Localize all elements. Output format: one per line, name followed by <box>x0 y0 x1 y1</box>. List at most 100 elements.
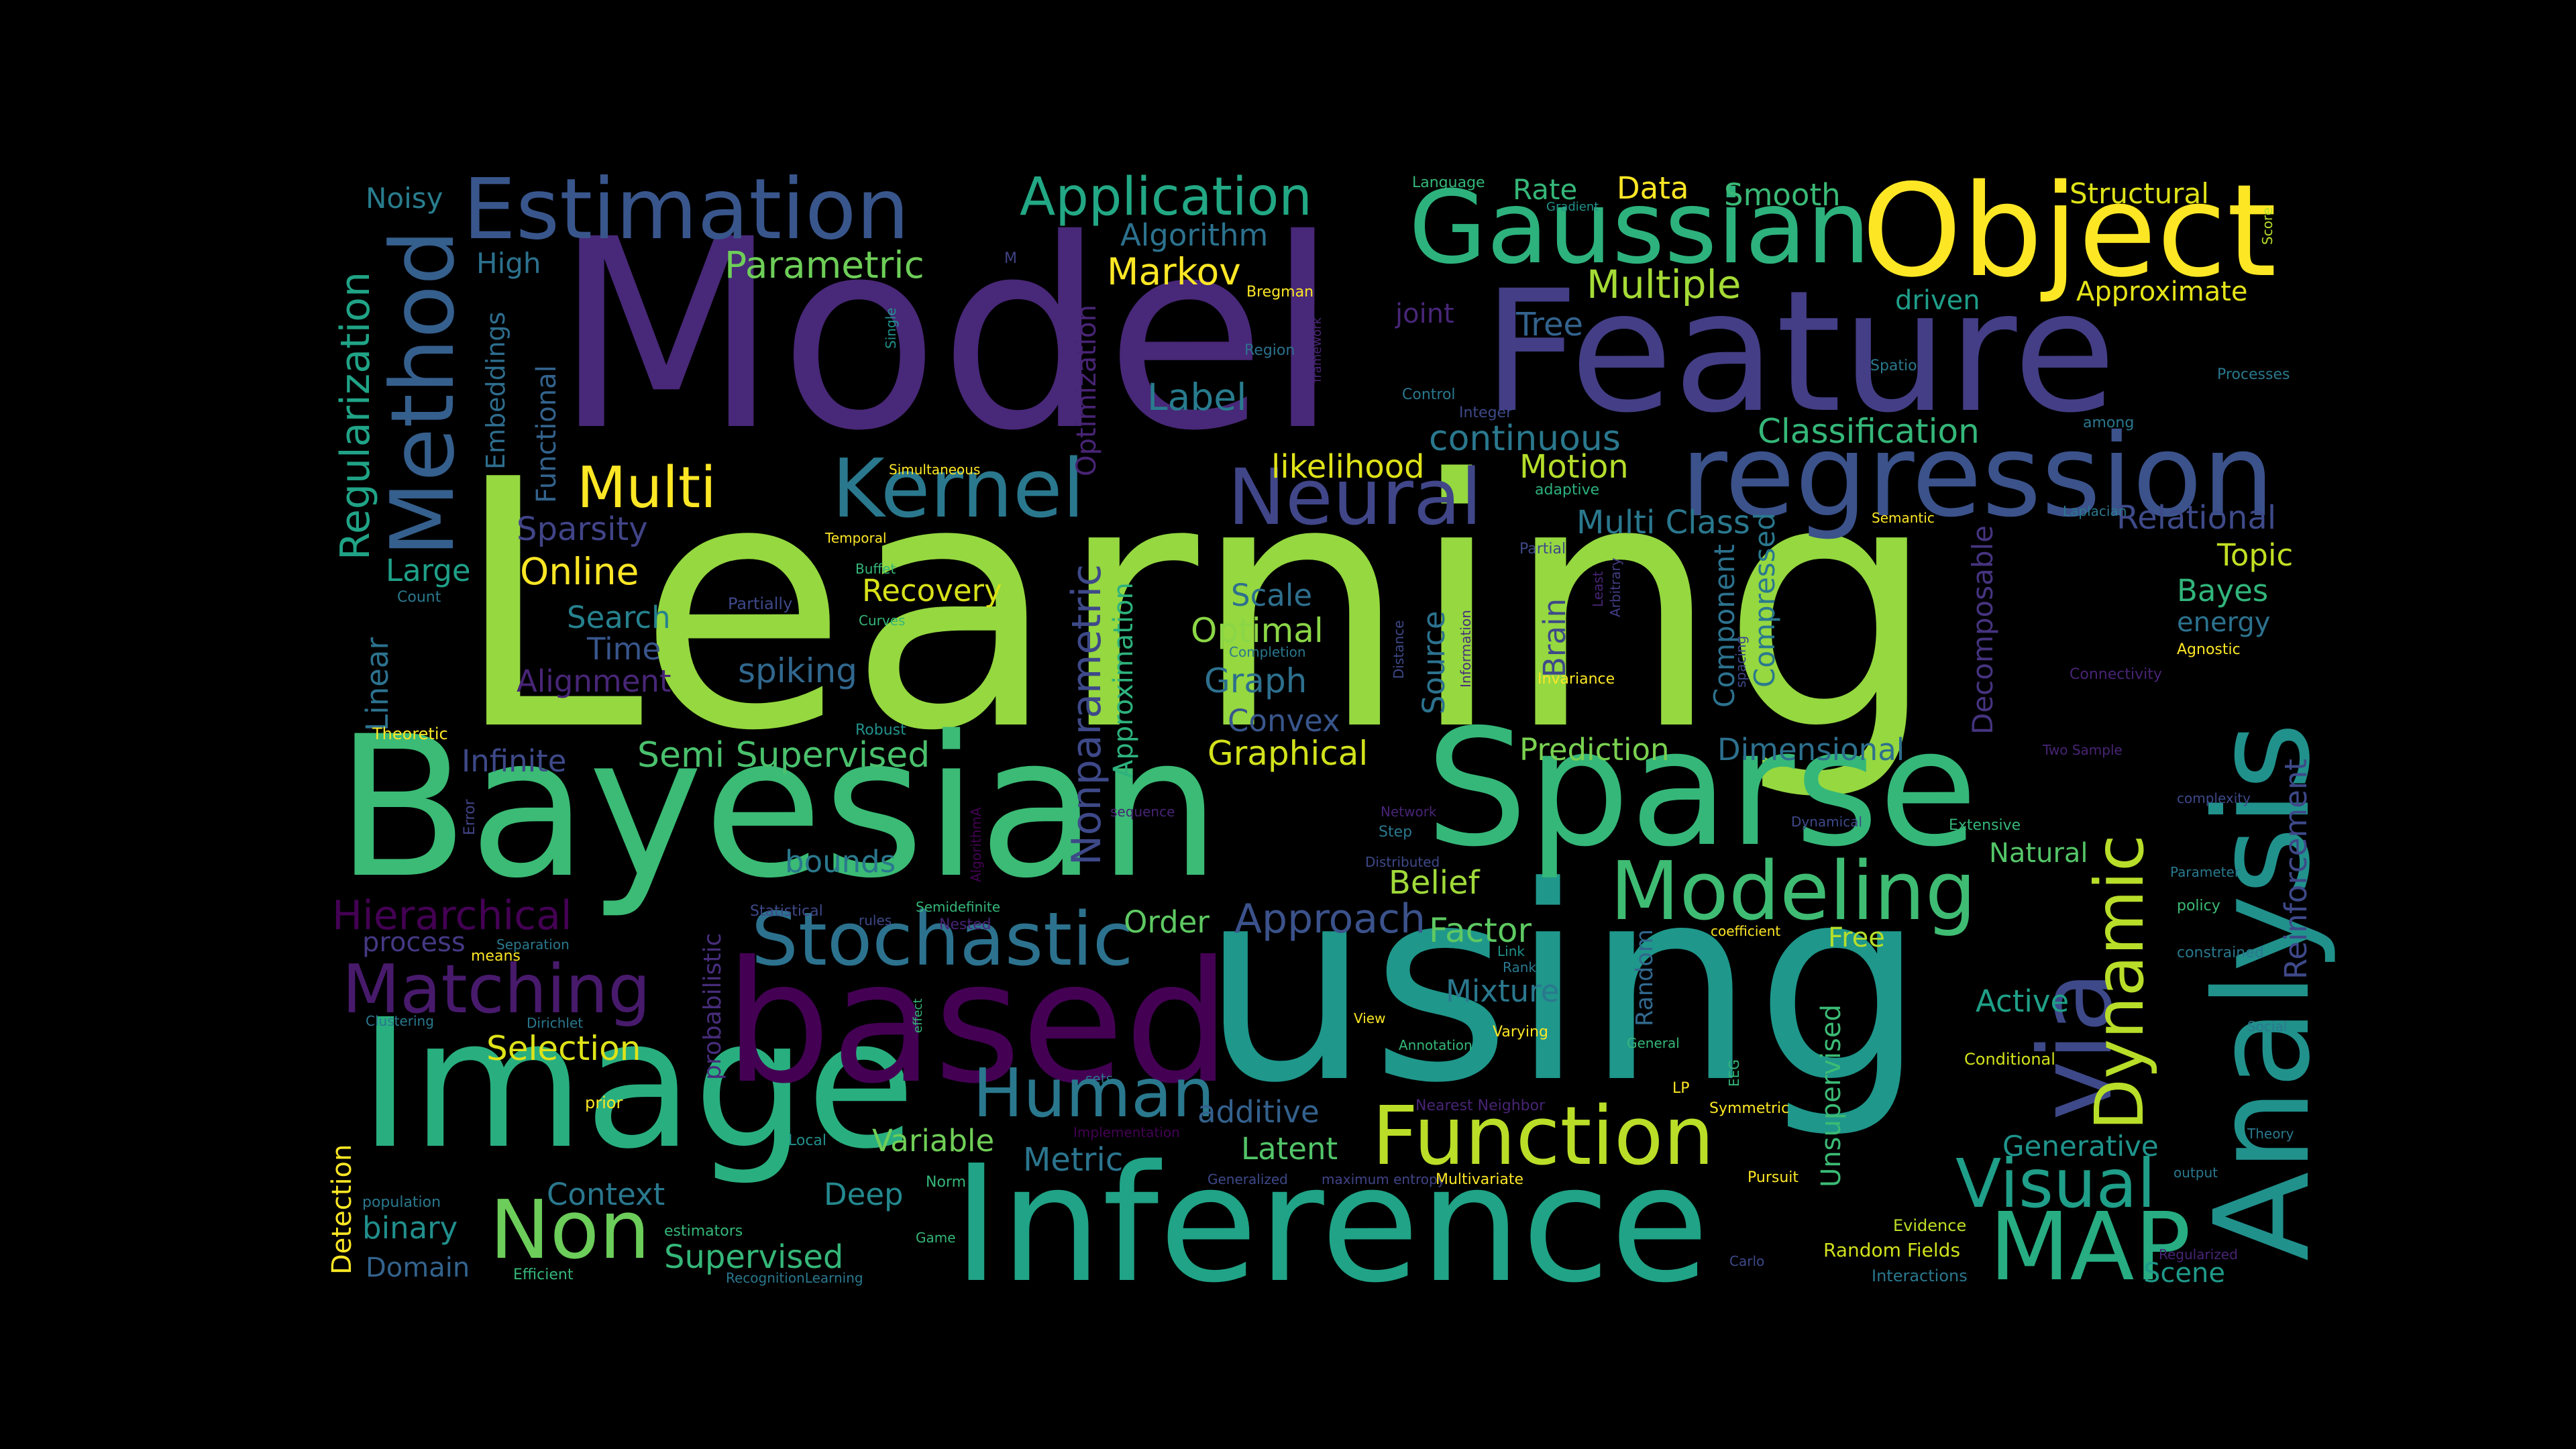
word-compressed: Compressed <box>1748 512 1781 688</box>
word-decomposable: Decomposable <box>1966 525 1999 735</box>
word-arbitrary: Arbitrary <box>1607 557 1623 617</box>
word-rank: Rank <box>1503 959 1536 975</box>
word-context: Context <box>547 1177 665 1212</box>
word-symmetric: Symmetric <box>1709 1100 1790 1117</box>
word-embeddings: Embeddings <box>481 311 511 470</box>
word-complexity: complexity <box>2177 790 2251 806</box>
word-energy: energy <box>2177 607 2271 638</box>
word-theoretic: Theoretic <box>372 724 448 743</box>
word-distributed: Distributed <box>1365 854 1440 870</box>
word-prior: prior <box>585 1093 623 1112</box>
word-label: Label <box>1147 376 1247 419</box>
word-rules: rules <box>859 912 892 928</box>
word-factor: Factor <box>1429 911 1532 950</box>
word-processes: Processes <box>2217 366 2290 383</box>
word-deep: Deep <box>824 1177 904 1212</box>
word-single: Single <box>883 307 899 349</box>
word-temporal: Temporal <box>825 530 887 546</box>
word-information: Information <box>1458 610 1474 688</box>
word-human: Human <box>973 1054 1215 1132</box>
word-estimation: Estimation <box>463 161 910 258</box>
word-unsupervised: Unsupervised <box>1816 1004 1847 1187</box>
word-parametric: Parametric <box>724 244 924 286</box>
word-region: Region <box>1244 342 1295 359</box>
word-probabilistic: probabilistic <box>699 932 727 1080</box>
word-semantic: Semantic <box>1872 510 1935 526</box>
word-language: Language <box>1412 174 1485 191</box>
word-application: Application <box>1020 167 1312 227</box>
word-regularized: Regularized <box>2159 1246 2238 1263</box>
word-general: General <box>1627 1035 1680 1051</box>
word-data: Data <box>1617 170 1689 206</box>
word-regression: regression <box>1680 410 2275 543</box>
word-dynamic: Dynamic <box>2080 834 2159 1130</box>
word-structural: Structural <box>2070 177 2209 210</box>
word-two-sample: Two Sample <box>2043 742 2123 758</box>
word-norm: Norm <box>926 1174 967 1191</box>
word-binary: binary <box>362 1210 458 1246</box>
word-noisy: Noisy <box>366 182 443 215</box>
word-using: using <box>1201 830 1926 1142</box>
word-lp: LP <box>1672 1080 1690 1097</box>
word-variable: Variable <box>872 1123 995 1159</box>
word-efficient: Efficient <box>513 1267 574 1283</box>
word-evidence: Evidence <box>1893 1216 1967 1235</box>
word-optimal: Optimal <box>1191 611 1324 650</box>
word-graph: Graph <box>1204 661 1307 700</box>
word-reinforcement: Reinforcement <box>2278 759 2314 979</box>
word-maximum-entropy: maximum entropy <box>1322 1171 1446 1187</box>
word-algorithm: Algorithm <box>1120 217 1269 253</box>
word-spatio: Spatio <box>1870 358 1917 374</box>
word-visual: Visual <box>1955 1144 2156 1223</box>
word-least: Least <box>1590 571 1606 607</box>
word-bayes: Bayes <box>2177 573 2269 608</box>
word-neural: Neural <box>1228 453 1483 543</box>
word-dirichlet: Dirichlet <box>527 1015 584 1031</box>
word-based: based <box>724 925 1231 1120</box>
word-motion: Motion <box>1519 448 1629 486</box>
word-smooth: Smooth <box>1724 177 1841 213</box>
word-driven: driven <box>1895 285 1980 316</box>
word-separation: Separation <box>496 936 570 953</box>
word-approximate: Approximate <box>2076 276 2248 307</box>
word-free: Free <box>1828 922 1885 953</box>
word-dynamical: Dynamical <box>1791 814 1863 830</box>
word-markov: Markov <box>1107 250 1241 293</box>
word-error: Error <box>462 799 478 835</box>
word-view: View <box>1354 1010 1386 1026</box>
word-multi-class: Multi Class <box>1576 504 1750 541</box>
word-distance: Distance <box>1391 620 1407 679</box>
word-completion: Completion <box>1229 644 1306 660</box>
word-clustering: Clustering <box>366 1013 434 1029</box>
word-implementation: Implementation <box>1073 1124 1180 1140</box>
word-object: Object <box>1862 157 2277 305</box>
word-semidefinite: Semidefinite <box>916 899 1001 915</box>
word-curves: Curves <box>859 612 906 629</box>
word-spiking: spiking <box>738 651 857 690</box>
word-large: Large <box>386 553 471 588</box>
word-estimators: estimators <box>664 1223 743 1240</box>
word-latent: Latent <box>1241 1131 1338 1167</box>
word-joint: joint <box>1395 299 1454 329</box>
word-likelihood: likelihood <box>1271 448 1425 486</box>
word-functional: Functional <box>531 365 562 503</box>
word-graphical: Graphical <box>1208 734 1368 773</box>
word-interactions: Interactions <box>1872 1267 1968 1285</box>
word-map: MAP <box>1989 1193 2191 1302</box>
word-continuous: continuous <box>1429 419 1621 459</box>
word-game: Game <box>916 1230 956 1246</box>
word-conditional: Conditional <box>1964 1050 2055 1069</box>
word-natural: Natural <box>1989 838 2088 869</box>
word-gaussian: Gaussian <box>1409 170 1871 286</box>
word-pursuit: Pursuit <box>1748 1169 1799 1186</box>
word-scale: Scale <box>1231 578 1313 613</box>
word-random-fields: Random Fields <box>1823 1239 1961 1261</box>
word-laplacian: Laplacian <box>2063 503 2127 519</box>
word-convex: Convex <box>1228 703 1340 739</box>
word-spacing: spacing <box>1733 635 1749 688</box>
word-effect: effect <box>911 998 925 1033</box>
word-approach: Approach <box>1234 896 1426 943</box>
word-partially: Partially <box>728 594 793 613</box>
word-recovery: Recovery <box>862 573 1002 608</box>
word-generalized: Generalized <box>1208 1171 1288 1187</box>
